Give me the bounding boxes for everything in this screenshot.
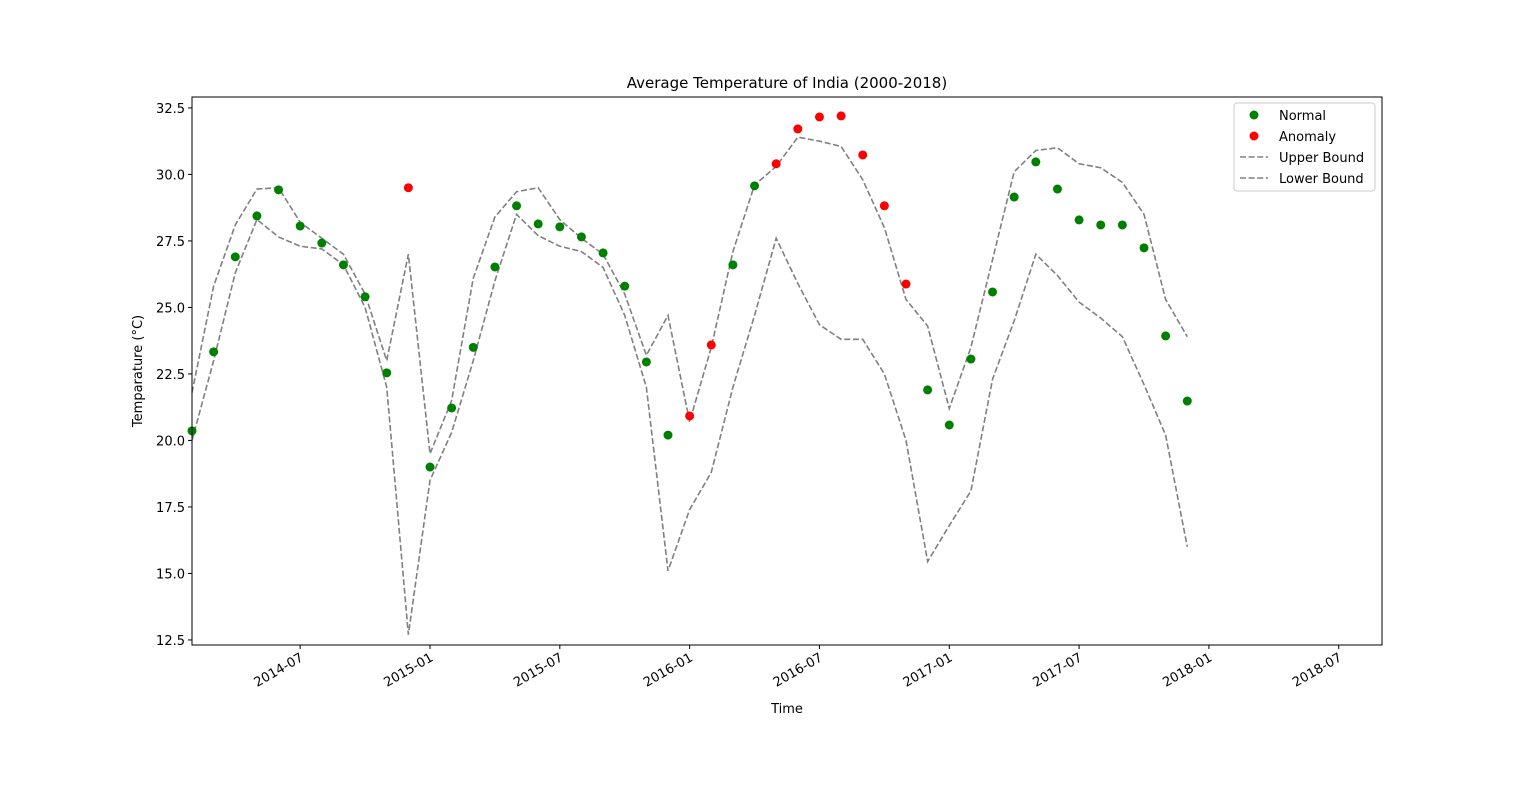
y-tick-label: 27.5 xyxy=(156,235,185,250)
bound-line xyxy=(191,136,1188,455)
y-tick-label: 25.0 xyxy=(156,301,185,316)
data-point xyxy=(966,354,976,364)
x-tick-label: 2015-01 xyxy=(381,650,436,690)
data-point xyxy=(447,403,457,413)
data-point xyxy=(1182,396,1192,406)
y-tick-label: 32.5 xyxy=(156,102,185,117)
data-point xyxy=(1052,184,1062,194)
data-point xyxy=(858,150,868,160)
data-point xyxy=(295,221,305,231)
data-point xyxy=(1139,243,1149,253)
legend-label: Anomaly xyxy=(1279,130,1336,145)
data-point xyxy=(771,159,781,169)
x-tick-label: 2018-07 xyxy=(1290,650,1345,690)
x-tick-label: 2016-07 xyxy=(771,650,826,690)
y-tick-label: 15.0 xyxy=(156,567,185,582)
y-tick-label: 20.0 xyxy=(156,434,185,449)
data-point xyxy=(274,185,284,195)
y-axis-label: Temparature (°C) xyxy=(131,315,146,428)
data-point xyxy=(1096,220,1106,230)
plot-frame xyxy=(191,96,1383,646)
data-point xyxy=(728,260,738,270)
y-tick-label: 12.5 xyxy=(156,634,185,649)
data-point xyxy=(468,342,478,352)
legend-marker xyxy=(1249,131,1259,141)
y-tick-label: 17.5 xyxy=(156,501,185,516)
data-point xyxy=(944,420,954,430)
bound-line xyxy=(191,212,1189,635)
data-point xyxy=(879,201,889,211)
data-point xyxy=(403,183,413,193)
data-point xyxy=(663,430,673,440)
data-point xyxy=(1009,192,1019,202)
x-tick-label: 2017-01 xyxy=(901,650,956,690)
legend-label: Upper Bound xyxy=(1279,151,1364,166)
legend-label: Normal xyxy=(1279,109,1326,124)
data-point xyxy=(512,201,522,211)
x-tick-label: 2014-07 xyxy=(252,650,307,690)
data-point xyxy=(641,357,651,367)
data-point xyxy=(685,411,695,421)
data-point xyxy=(836,111,846,121)
data-point xyxy=(533,219,543,229)
data-point xyxy=(750,181,760,191)
data-point xyxy=(382,368,392,378)
legend-label: Lower Bound xyxy=(1279,172,1364,187)
data-point xyxy=(555,222,565,232)
data-point xyxy=(598,248,608,258)
data-point xyxy=(793,124,803,134)
data-point xyxy=(1031,157,1041,167)
data-point xyxy=(425,462,435,472)
data-point xyxy=(706,340,716,350)
data-point xyxy=(901,279,911,289)
data-point xyxy=(1117,220,1127,230)
chart-title: Average Temperature of India (2000-2018) xyxy=(627,74,947,92)
y-tick-label: 22.5 xyxy=(156,368,185,383)
data-point xyxy=(252,211,262,221)
data-point xyxy=(620,281,630,291)
data-point xyxy=(988,287,998,297)
legend-box xyxy=(1233,102,1376,192)
x-tick-label: 2016-01 xyxy=(641,650,696,690)
y-tick-label: 30.0 xyxy=(156,168,185,183)
data-point xyxy=(317,238,327,248)
x-axis-label: Time xyxy=(770,702,803,717)
data-point xyxy=(1161,331,1171,341)
legend-marker xyxy=(1249,110,1259,120)
data-point xyxy=(230,252,240,262)
x-tick-label: 2015-07 xyxy=(511,650,566,690)
data-point xyxy=(338,260,348,270)
data-point xyxy=(576,232,586,242)
data-point xyxy=(1074,215,1084,225)
data-point xyxy=(360,292,370,302)
data-point xyxy=(814,112,824,122)
x-tick-label: 2018-01 xyxy=(1160,650,1215,690)
x-tick-label: 2017-07 xyxy=(1031,650,1086,690)
data-point xyxy=(490,262,500,272)
legend: Normal Anomaly Upper Bound Lower Bound xyxy=(1233,102,1376,192)
data-point xyxy=(923,385,933,395)
data-point xyxy=(209,347,219,357)
